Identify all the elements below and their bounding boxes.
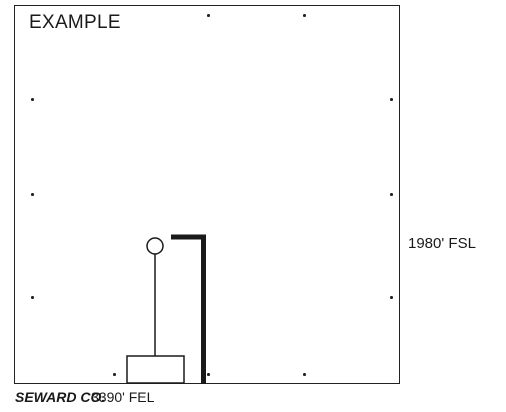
grid-marker-dot: [31, 296, 34, 299]
grid-marker-dot: [113, 373, 116, 376]
fel-distance-label: 3390' FEL: [91, 389, 155, 405]
grid-marker-dot: [303, 373, 306, 376]
well-icon: [146, 237, 164, 255]
section-plat: EXAMPLE: [14, 5, 400, 384]
grid-marker-dot: [31, 98, 34, 101]
grid-marker-dot: [390, 193, 393, 196]
tank-battery-icon: [126, 355, 185, 384]
grid-marker-dot: [207, 14, 210, 17]
grid-marker-dot: [207, 373, 210, 376]
plat-title: EXAMPLE: [29, 12, 121, 33]
county-label: SEWARD CO.: [15, 389, 106, 405]
grid-marker-dot: [31, 193, 34, 196]
grid-marker-dot: [303, 14, 306, 17]
grid-marker-dot: [390, 296, 393, 299]
grid-marker-dot: [390, 98, 393, 101]
fsl-distance-label: 1980' FSL: [408, 235, 476, 252]
